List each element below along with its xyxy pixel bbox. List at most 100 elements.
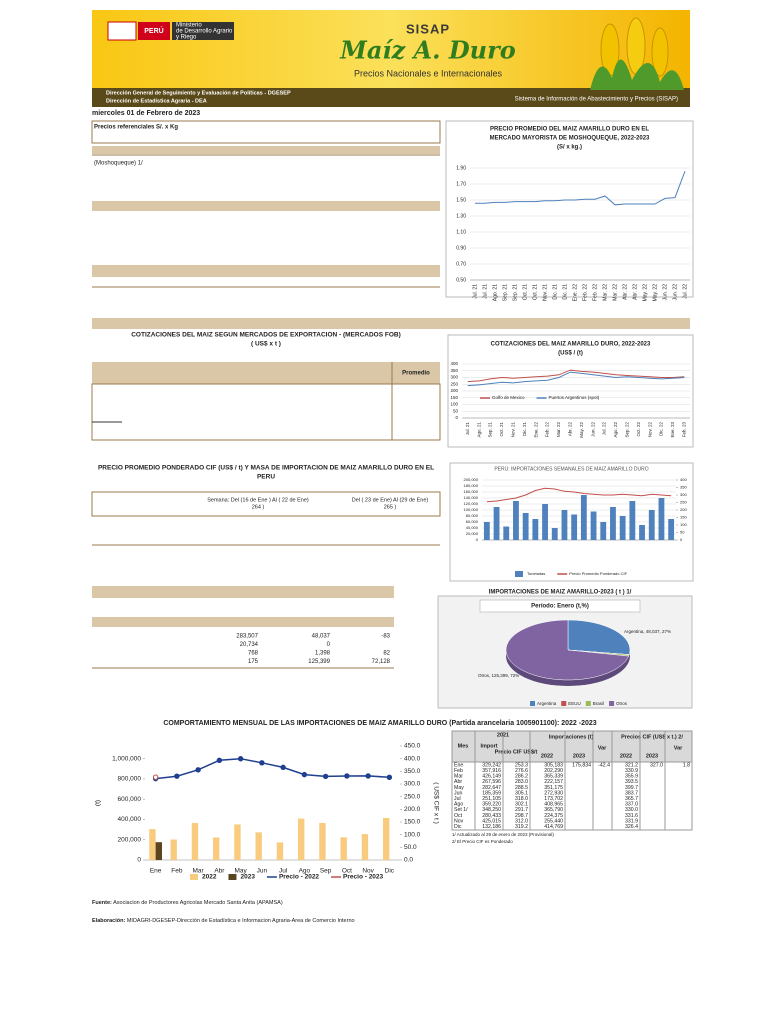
band: [92, 617, 394, 627]
table-cell: 202,290: [544, 768, 563, 774]
bar: [590, 511, 597, 540]
x-tick-label: Feb. 22: [545, 422, 550, 438]
week: Semana: Del (16 de Ene ) Al ( 22 de Ene): [207, 497, 309, 503]
table-cell: 305,183: [544, 762, 563, 768]
y-tick-label: 0.90: [456, 245, 466, 251]
legend-label: Precio - 2022: [279, 874, 319, 881]
x-tick-label: Mar: [193, 868, 205, 875]
y-tick-label: 20,000: [466, 531, 479, 536]
x-tick-label: Jul: [279, 868, 288, 875]
legend-swatch: [190, 874, 198, 880]
legend-label: Precio Promedio Ponderado CIF: [569, 571, 627, 576]
legend-label: Golfo de Mexico: [492, 395, 525, 400]
x-tick-label: Jun. 22: [672, 284, 678, 301]
x-tick-label: Sep. 22: [624, 422, 629, 438]
line: [155, 757, 390, 780]
table-cell: 330.9: [625, 768, 638, 774]
table-cell: Abr: [454, 779, 462, 785]
bar: [658, 498, 665, 540]
logo-box: [107, 21, 137, 41]
bar: [561, 510, 568, 540]
legend-label: Brasil: [593, 701, 604, 706]
bar: [610, 507, 616, 540]
y2-tick-label: 100.0: [404, 831, 421, 838]
x-tick-label: Oct. 21: [522, 284, 528, 300]
y-tick-label: 1.90: [456, 165, 466, 171]
x-tick-label: Dic: [385, 868, 395, 875]
table-note: 1/ Actualizado al 29 de enero de 2023 (P…: [452, 832, 554, 837]
x-tick-label: Oct: [342, 868, 352, 875]
x-tick-label: Dic. 22: [659, 422, 664, 437]
x-tick-label: Feb: [171, 868, 183, 875]
y-tick-label: 350: [450, 368, 458, 373]
y-tick-label: 80,000: [466, 513, 479, 518]
chart-title: MERCADO MAYORISTA DE MOSHOQUEQUE, 2022-2…: [490, 136, 650, 142]
line: [486, 487, 672, 503]
x-tick-label: May. 22: [579, 422, 584, 438]
table-header: Mes: [458, 743, 469, 749]
bar: [276, 842, 284, 860]
y-tick-label: 0: [455, 415, 458, 420]
y2-axis-label: ( US$ CIF x t ): [432, 782, 439, 824]
chart-title: PRECIO PROMEDIO DEL MAIZ AMARILLO DURO E…: [490, 127, 649, 133]
point: [174, 773, 180, 779]
chart-title: COTIZACIONES DEL MAIZ AMARILLO DURO, 202…: [491, 342, 651, 348]
legend-label: Otros: [616, 701, 628, 706]
x-tick-label: Abr. 22: [622, 284, 628, 300]
footer-label: Elaboración:: [92, 918, 125, 924]
legend-label: 2023: [240, 874, 255, 881]
fob-box: [91, 383, 441, 441]
pie-label: Otros, 125,399, 72%: [478, 673, 519, 678]
band: [92, 318, 690, 329]
band: [92, 586, 394, 598]
x-tick-label: Nov. 21: [510, 422, 515, 438]
bar: [170, 839, 177, 860]
x-tick-label: Jun. 22: [590, 422, 595, 437]
table-cell: 426,149: [482, 774, 501, 780]
dept-line: Dirección de Estadística Agraria - DEA: [106, 98, 207, 104]
y-tick-label: 1.70: [456, 181, 466, 187]
bar: [619, 516, 626, 540]
point: [386, 774, 393, 781]
table-cell: Jun: [454, 790, 462, 796]
table-cell: 280,433: [482, 813, 501, 819]
bar: [340, 837, 347, 860]
x-tick-label: Nov. 21: [542, 284, 548, 301]
bar: [668, 519, 675, 540]
table-cell: 302.1: [515, 802, 528, 808]
ministry-box: [172, 22, 234, 40]
footer-text: Asociacion de Productores Agricolas Merc…: [113, 900, 283, 906]
table-header: Import: [480, 743, 497, 749]
fob-head: [92, 362, 440, 384]
fob-title: COTIZACIONES DEL MAIZ SEGUN MERCADOS DE …: [131, 332, 401, 339]
point: [237, 756, 244, 762]
table-cell: 175,834: [572, 762, 591, 768]
chart-frame: [445, 120, 694, 298]
table-cell: 329,242: [482, 762, 501, 768]
bar: [255, 832, 262, 860]
line: [475, 171, 686, 206]
band: [92, 201, 440, 211]
legend-label: EEUU: [568, 701, 581, 706]
y-tick-label: 100: [450, 402, 458, 407]
legend-label: Argentina: [537, 701, 557, 706]
x-tick-label: Jun: [257, 868, 268, 875]
y-tick-label: 100,000: [464, 507, 479, 512]
table-cell: 351,175: [544, 785, 563, 791]
table-cell: 224,375: [544, 813, 563, 819]
line: [467, 369, 685, 383]
point: [344, 773, 350, 779]
bar: [532, 519, 539, 540]
cif-title: PRECIO PROMEDIO PONDERADO CIF (US$ / t) …: [98, 465, 434, 472]
footer: Fuente: Asociacion de Productores Agrico…: [92, 900, 283, 906]
logo-text: PERÚ: [144, 26, 163, 35]
bar: [542, 504, 548, 540]
legend-swatch: [585, 701, 591, 706]
table-head: [451, 730, 693, 763]
x-tick-label: Ene. 23: [670, 422, 675, 438]
x-tick-label: Mar. 22: [556, 422, 561, 438]
header-band: [92, 88, 690, 107]
table-cell: 1.8: [683, 762, 690, 768]
table-header: Var: [674, 745, 683, 751]
